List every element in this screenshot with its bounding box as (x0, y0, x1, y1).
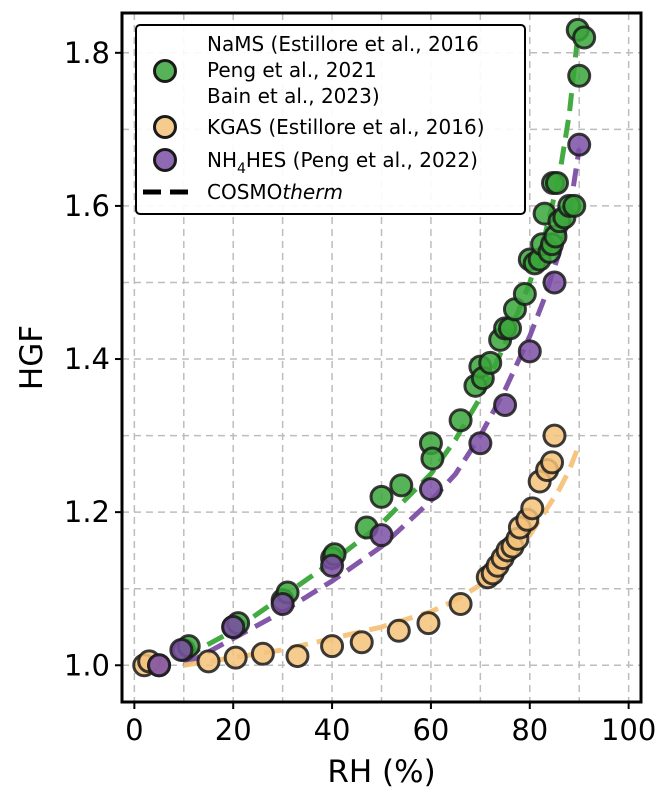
data-point (250, 641, 275, 666)
data-point (493, 392, 518, 417)
data-point (169, 637, 194, 662)
y-tick-label: 1.8 (64, 36, 110, 70)
data-point (416, 611, 441, 636)
data-point (369, 523, 394, 548)
data-point (221, 614, 246, 639)
data-point (320, 634, 345, 659)
x-tick-label: 40 (314, 713, 351, 747)
legend-label: NH4HES (Peng et al., 2022) (207, 148, 478, 177)
data-point (542, 423, 567, 448)
data-point (420, 446, 445, 471)
data-point (572, 25, 597, 50)
data-point (320, 553, 345, 578)
x-axis-label: RH (%) (327, 754, 435, 789)
data-point (389, 473, 414, 498)
legend-marker (153, 115, 177, 139)
data-point (418, 477, 443, 502)
y-tick-label: 1.4 (64, 342, 110, 376)
data-point (562, 193, 587, 218)
data-point (520, 496, 545, 521)
data-points (132, 17, 597, 678)
data-point (448, 592, 473, 617)
x-tick-label: 0 (125, 713, 143, 747)
y-axis-label: HGF (14, 325, 50, 390)
data-point (223, 645, 248, 670)
axis-ticks: 0 20 40 60 80 100 1.0 1.2 1.4 1.6 1.8 (64, 36, 656, 747)
legend-label: KGAS (Estillore et al., 2016) (207, 115, 485, 139)
data-point (349, 630, 374, 655)
data-point (270, 592, 295, 617)
data-point (544, 170, 569, 195)
data-point (540, 450, 565, 475)
data-point (517, 339, 542, 364)
y-tick-label: 1.0 (64, 648, 110, 682)
plot-frame (120, 11, 643, 704)
y-tick-label: 1.6 (64, 189, 110, 223)
y-tick-label: 1.2 (64, 495, 110, 529)
data-point (448, 408, 473, 433)
x-tick-label: 100 (601, 713, 656, 747)
legend-label: Peng et al., 2021 (207, 58, 377, 82)
legend-label: NaMS (Estillore et al., 2016 (207, 32, 479, 56)
legend-marker (153, 59, 177, 83)
data-point (369, 484, 394, 509)
legend-label: COSMOtherm (207, 180, 343, 204)
data-point (567, 63, 592, 88)
data-point (196, 649, 221, 674)
x-tick-label: 80 (511, 713, 548, 747)
legend-box (135, 24, 526, 215)
data-point (478, 350, 503, 375)
legend-marker (153, 148, 177, 172)
x-tick-label: 60 (412, 713, 449, 747)
legend-label: Bain et al., 2023) (207, 84, 380, 108)
data-point (512, 281, 537, 306)
data-point (542, 270, 567, 295)
data-point (567, 132, 592, 157)
data-point (498, 316, 523, 341)
data-point (386, 618, 411, 643)
data-point (285, 644, 310, 669)
x-tick-label: 20 (215, 713, 252, 747)
data-point (468, 431, 493, 456)
data-point (147, 653, 172, 678)
